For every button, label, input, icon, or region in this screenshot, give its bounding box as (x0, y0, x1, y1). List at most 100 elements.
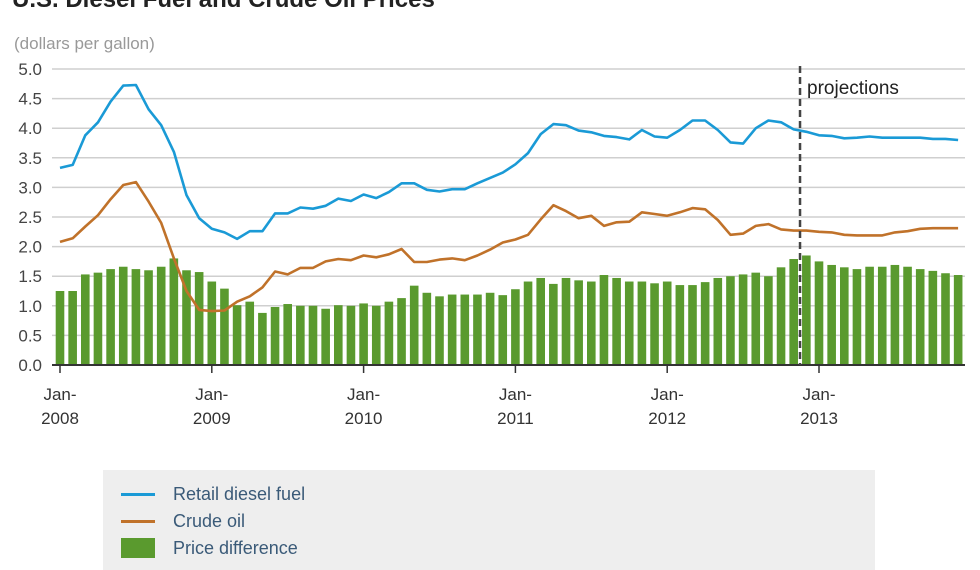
bar-price-difference (764, 276, 773, 365)
legend-swatch-difference (121, 538, 155, 558)
bar-price-difference (915, 269, 925, 365)
y-tick-label: 3.5 (18, 149, 42, 168)
y-tick-label: 4.0 (18, 119, 42, 138)
bar-price-difference (675, 285, 685, 365)
x-tick-label: 2012 (648, 409, 686, 428)
bar-price-difference (359, 303, 368, 365)
bar-price-difference (726, 276, 735, 365)
x-tick-label: Jan- (802, 385, 835, 404)
y-tick-label: 2.0 (18, 238, 42, 257)
bar-price-difference (840, 267, 849, 365)
bar-price-difference (865, 266, 874, 365)
bar-price-difference (536, 277, 545, 365)
bar-price-difference (624, 281, 634, 365)
bar-price-difference (334, 305, 343, 365)
line-retail-diesel (59, 83, 959, 241)
bar-price-difference (283, 304, 292, 365)
y-tick-label: 2.5 (18, 208, 42, 227)
bar-price-difference (55, 291, 65, 365)
x-tick-label: 2011 (497, 409, 534, 428)
bar-price-difference (776, 267, 786, 365)
chart-title: U.S. Diesel Fuel and Crude Oil Prices (12, 0, 435, 14)
bar-price-difference (612, 277, 621, 365)
bar-price-difference (877, 266, 887, 365)
x-tick-label: 2009 (193, 409, 231, 428)
bar-price-difference (814, 261, 824, 365)
bar-price-difference (928, 270, 938, 365)
line-crude-oil (59, 180, 959, 313)
bar-price-difference (321, 308, 330, 365)
bar-price-difference (384, 301, 394, 365)
bar-price-difference (599, 275, 609, 365)
bar-price-difference (802, 255, 811, 365)
x-tick-label: Jan- (651, 385, 684, 404)
legend-item-diesel: Retail diesel fuel (121, 481, 305, 507)
bar-price-difference (953, 275, 963, 365)
bar-price-difference (220, 288, 229, 365)
bar-price-difference (827, 264, 836, 365)
x-tick-label: Jan- (499, 385, 532, 404)
bar-price-difference (511, 289, 520, 365)
bar-price-difference (549, 283, 558, 365)
bar-price-difference (93, 272, 103, 365)
bar-price-difference (713, 277, 723, 365)
legend-swatch-diesel (121, 492, 155, 496)
bar-price-difference (68, 291, 77, 365)
bar-price-difference (169, 258, 179, 365)
bar-price-difference (207, 281, 217, 365)
bar-price-difference (447, 294, 457, 365)
bar-price-difference (852, 269, 862, 365)
y-tick-label: 1.0 (18, 297, 42, 316)
bar-price-difference (397, 298, 406, 365)
bar-price-difference (232, 305, 242, 365)
y-axis-label: (dollars per gallon) (14, 34, 155, 53)
bar-price-difference (371, 305, 381, 365)
y-tick-label: 1.5 (18, 267, 42, 286)
bar-price-difference (81, 274, 90, 365)
bar-price-difference (118, 266, 128, 365)
bar-price-difference (751, 272, 761, 365)
y-tick-label: 3.0 (18, 178, 42, 197)
bar-price-difference (561, 277, 571, 365)
bar-price-difference (941, 273, 950, 365)
x-tick-label: 2013 (800, 409, 838, 428)
bar-price-difference (473, 294, 482, 365)
x-tick-label: 2008 (41, 409, 79, 428)
y-tick-label: 0.0 (18, 356, 42, 375)
bar-price-difference (245, 301, 255, 365)
legend: Retail diesel fuel Crude oil Price diffe… (103, 470, 875, 570)
bar-price-difference (662, 281, 672, 365)
x-tick-label: Jan- (347, 385, 380, 404)
bar-price-difference (574, 280, 583, 365)
legend-item-difference: Price difference (121, 535, 298, 561)
legend-swatch-crude (121, 519, 155, 523)
bar-price-difference (523, 281, 533, 365)
bar-price-difference (270, 306, 280, 365)
legend-item-crude: Crude oil (121, 508, 245, 534)
bar-price-difference (194, 272, 204, 365)
bar-price-difference (308, 305, 318, 365)
x-tick-label: 2010 (345, 409, 383, 428)
bar-price-difference (738, 274, 748, 365)
x-tick-label: Jan- (43, 385, 76, 404)
bar-price-difference (890, 264, 900, 365)
bar-price-difference (182, 270, 191, 365)
legend-label: Price difference (173, 537, 298, 558)
bar-price-difference (485, 292, 495, 365)
bar-price-difference (296, 305, 305, 365)
bar-price-difference (650, 283, 659, 365)
bar-price-difference (789, 259, 798, 365)
bar-price-difference (156, 266, 166, 365)
bar-price-difference (498, 295, 508, 365)
bar-price-difference (587, 281, 596, 365)
x-tick-label: Jan- (195, 385, 228, 404)
bar-price-difference (106, 269, 115, 365)
bar-price-difference (346, 305, 356, 365)
bar-price-difference (131, 269, 141, 365)
projection-label: projections (807, 78, 899, 99)
legend-label: Retail diesel fuel (173, 483, 306, 504)
legend-label: Crude oil (173, 510, 246, 531)
y-tick-label: 4.5 (18, 90, 42, 109)
bar-price-difference (460, 294, 470, 365)
bar-price-difference (637, 281, 647, 365)
